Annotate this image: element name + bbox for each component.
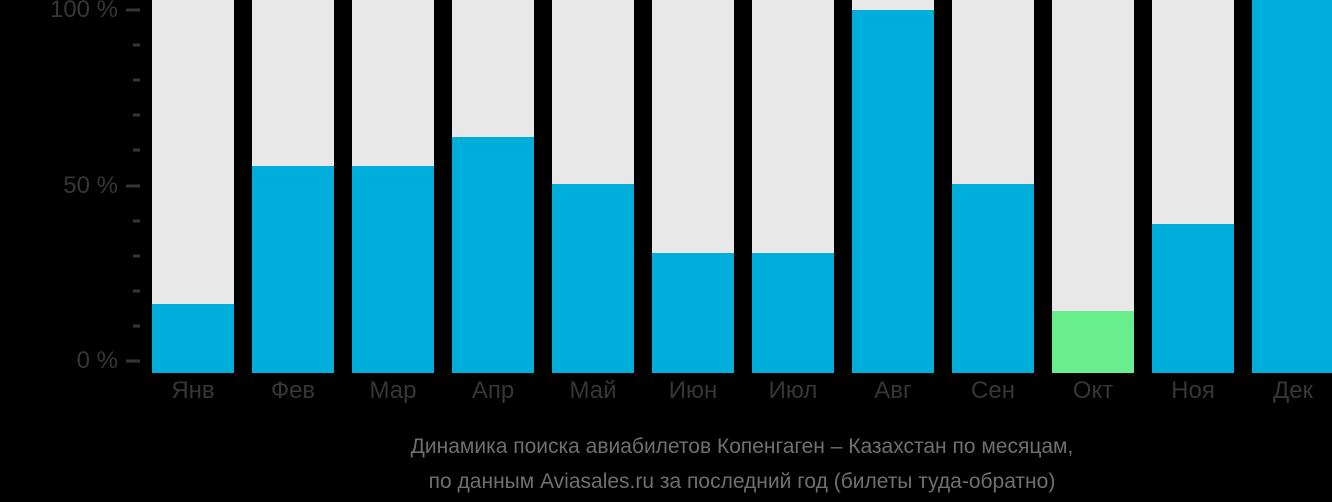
y-axis-tick-minor bbox=[133, 324, 140, 328]
y-axis-tick-minor bbox=[133, 219, 140, 223]
bar-fill-mar bbox=[352, 166, 434, 373]
x-axis-label-mar: Мар bbox=[369, 377, 417, 404]
bar-column-jan: Янв bbox=[152, 0, 234, 404]
x-axis-label-oct: Окт bbox=[1072, 377, 1114, 404]
bar-column-oct: Окт bbox=[1052, 0, 1134, 404]
x-axis-label-jan: Янв bbox=[171, 377, 215, 404]
chart-title: Динамика поиска авиабилетов Копенгаген –… bbox=[152, 429, 1332, 499]
y-axis-tick-major bbox=[126, 359, 140, 363]
bar-fill-dec bbox=[1252, 0, 1332, 373]
bar-column-jun: Июн bbox=[652, 0, 734, 404]
y-axis-tick-minor bbox=[133, 43, 140, 47]
bar-fill-nov bbox=[1152, 224, 1234, 373]
bar-fill-oct bbox=[1052, 311, 1134, 373]
y-axis-tick-minor bbox=[133, 289, 140, 293]
bar-column-jul: Июл bbox=[752, 0, 834, 404]
y-axis-label-0: 0 % bbox=[76, 347, 118, 374]
bar-fill-jun bbox=[652, 253, 734, 373]
x-axis-label-jul: Июл bbox=[768, 377, 818, 404]
x-axis-label-aug: Авг bbox=[874, 377, 912, 404]
bar-column-mar: Мар bbox=[352, 0, 434, 404]
y-axis: 0 % 50 % 100 % bbox=[0, 0, 152, 374]
y-axis-tick-major bbox=[126, 184, 140, 187]
y-axis-tick-minor bbox=[133, 113, 140, 117]
bar-track-oct bbox=[1052, 0, 1134, 373]
x-axis-label-jun: Июн bbox=[668, 377, 718, 404]
chart-title-line-1: Динамика поиска авиабилетов Копенгаген –… bbox=[410, 435, 1074, 458]
x-axis-label-apr: Апр bbox=[471, 377, 515, 404]
bar-fill-feb bbox=[252, 166, 334, 373]
y-axis-tick-minor bbox=[133, 254, 140, 258]
bar-column-aug: Авг bbox=[852, 0, 934, 404]
bar-fill-jul bbox=[752, 253, 834, 373]
bar-column-apr: Апр bbox=[452, 0, 534, 404]
plot-area: Янв Фев Мар Апр Май Июн Июл Авг Сен Окт Ноя Дек bbox=[152, 0, 1332, 404]
bar-column-may: Май bbox=[552, 0, 634, 404]
bar-fill-may bbox=[552, 184, 634, 373]
x-axis-label-sep: Сен bbox=[971, 377, 1015, 404]
x-axis-label-nov: Ноя bbox=[1171, 377, 1215, 404]
bar-column-feb: Фев bbox=[252, 0, 334, 404]
bar-fill-apr bbox=[452, 137, 534, 373]
y-axis-tick-minor bbox=[133, 148, 140, 152]
bar-fill-aug bbox=[852, 10, 934, 373]
chart-title-line-2: по данным Aviasales.ru за последний год … bbox=[428, 470, 1056, 493]
x-axis-label-feb: Фев bbox=[270, 377, 316, 404]
y-axis-label-50: 50 % bbox=[63, 171, 118, 199]
x-axis-label-may: Май bbox=[569, 377, 617, 404]
x-axis-label-dec: Дек bbox=[1272, 377, 1314, 404]
bar-column-sep: Сен bbox=[952, 0, 1034, 404]
y-axis-label-100: 100 % bbox=[49, 0, 118, 23]
bar-fill-sep bbox=[952, 184, 1034, 373]
y-axis-tick-major bbox=[126, 8, 140, 12]
bar-fill-jan bbox=[152, 304, 234, 373]
bar-column-dec: Дек bbox=[1252, 0, 1332, 404]
bar-column-nov: Ноя bbox=[1152, 0, 1234, 404]
y-axis-tick-minor bbox=[133, 78, 140, 82]
